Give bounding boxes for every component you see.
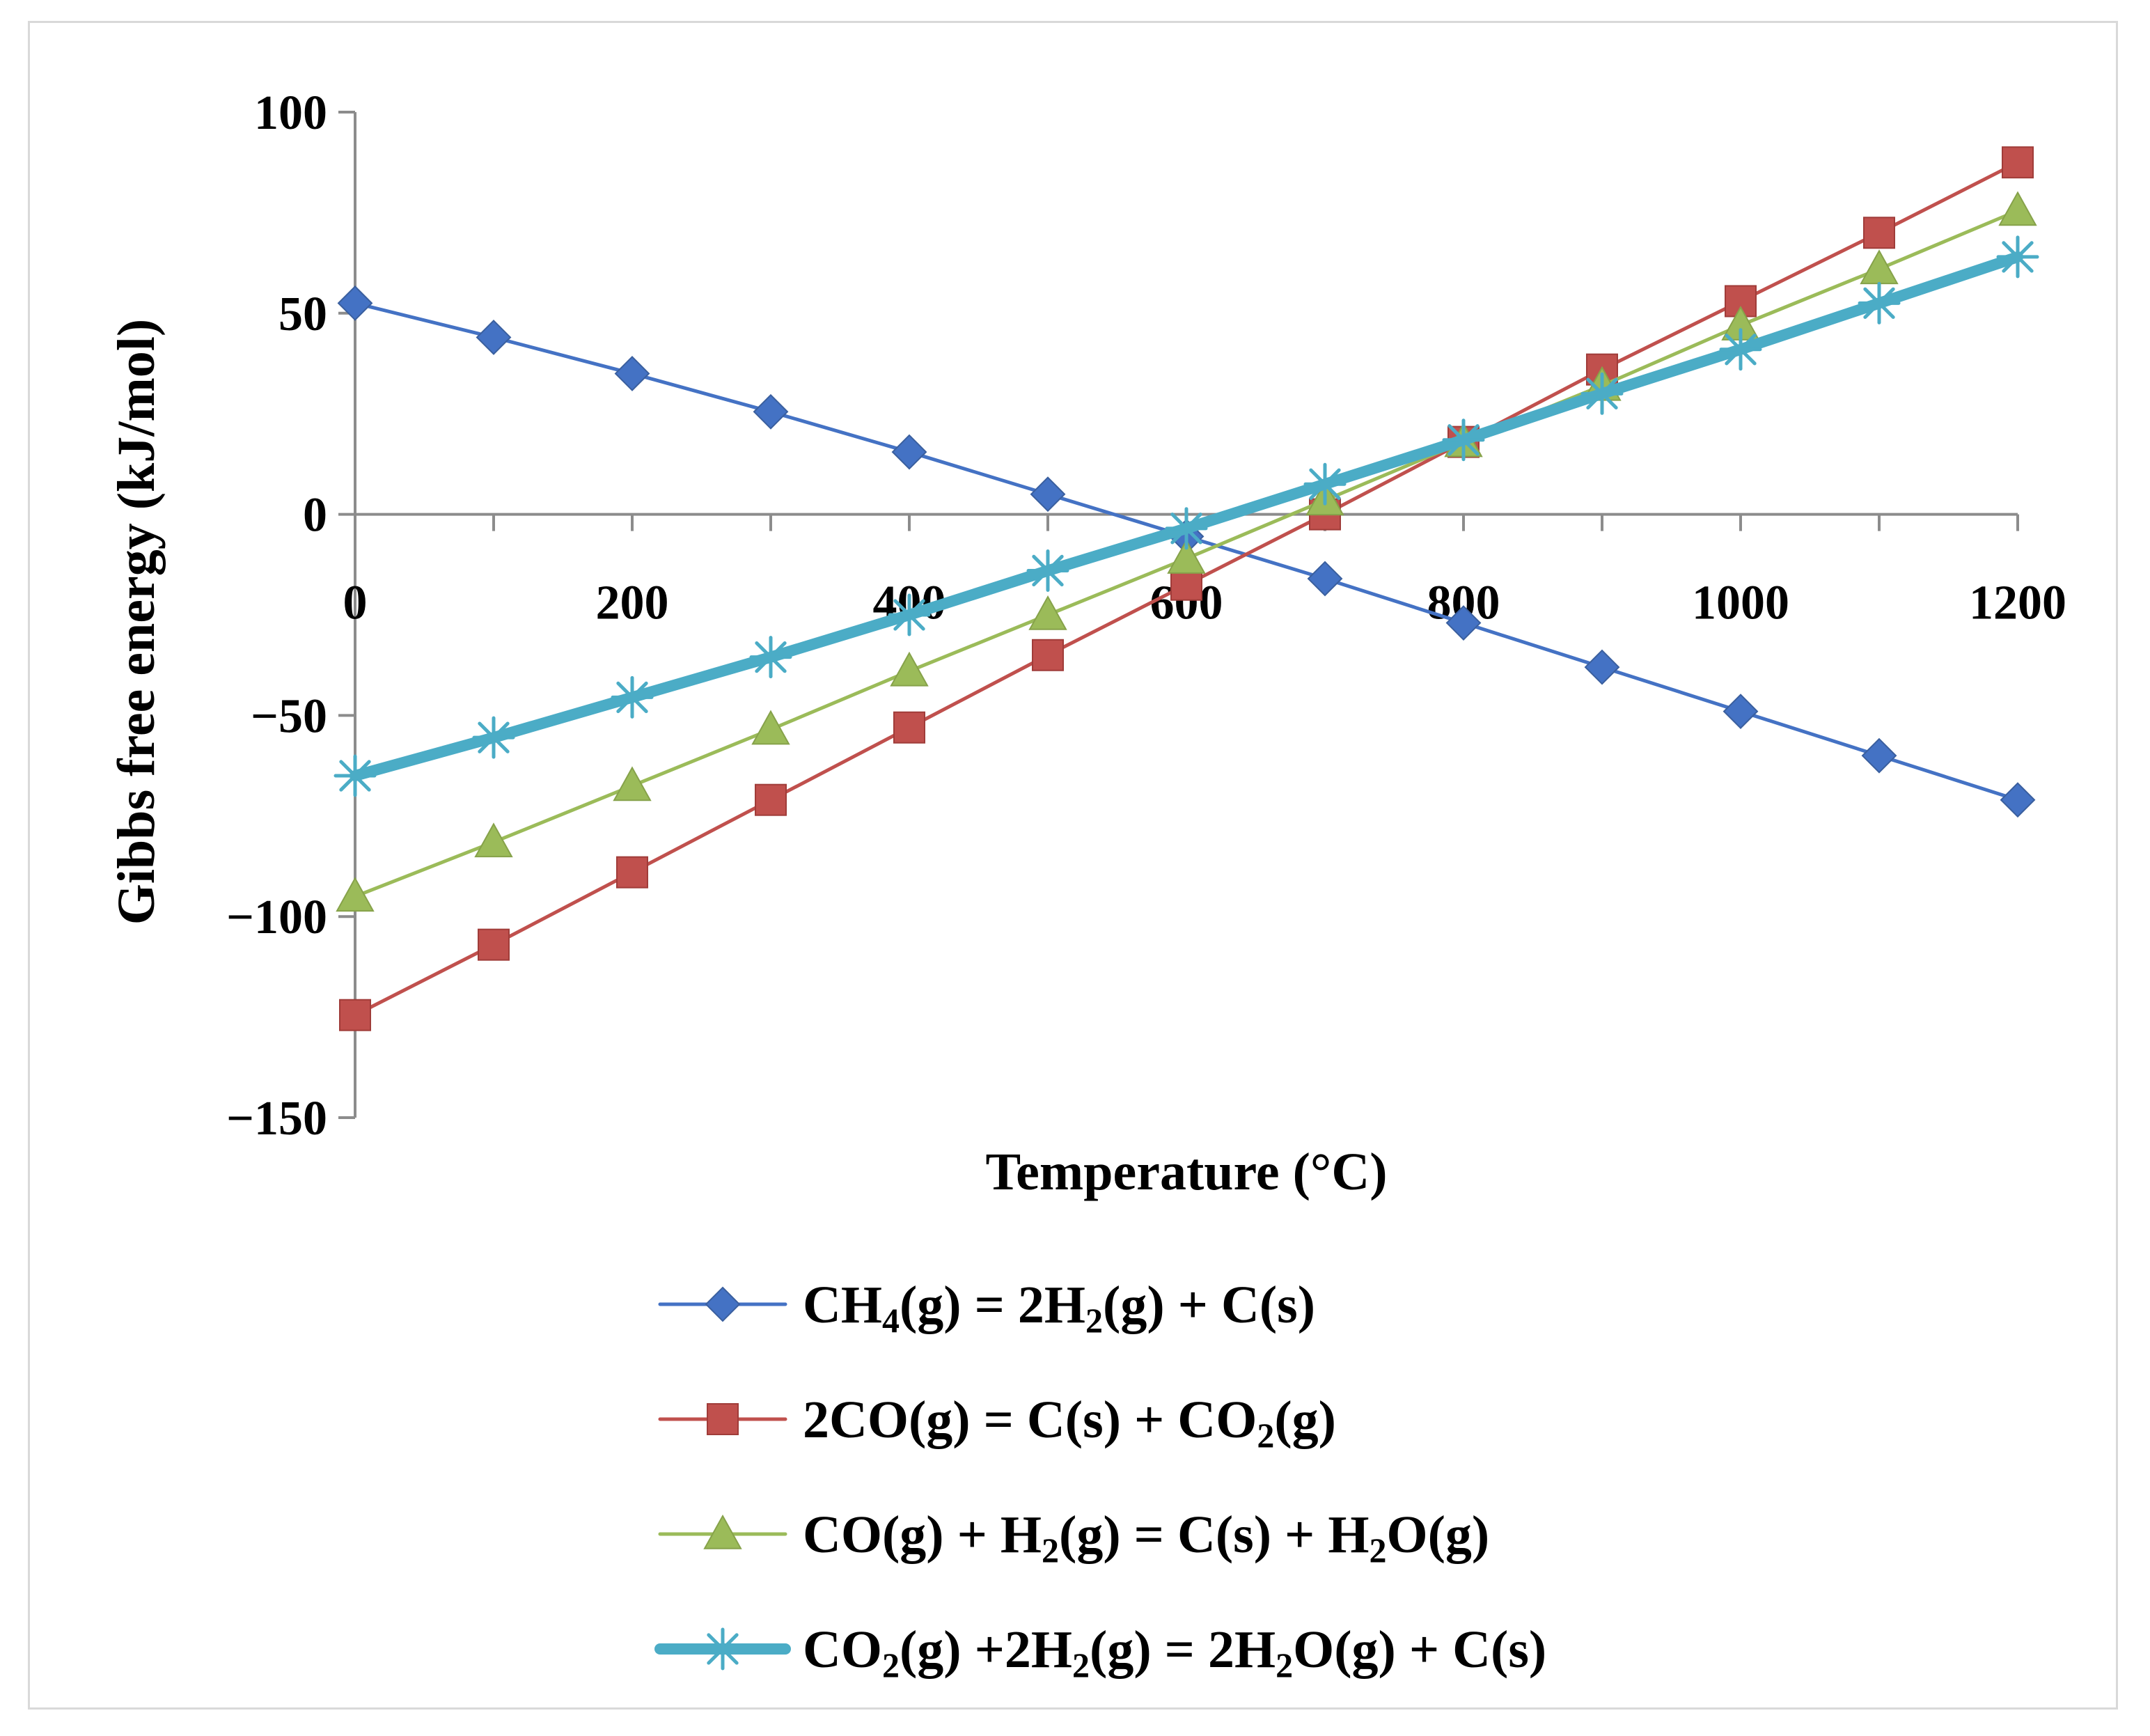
- legend-label: CO2(g) +2H2(g) = 2H2O(g) + C(s): [803, 1620, 1546, 1684]
- series-2-point: [616, 856, 648, 889]
- series-1-point: [476, 320, 512, 355]
- series-2-point: [339, 999, 371, 1031]
- legend-label: CO(g) + H2(g) = C(s) + H2O(g): [803, 1506, 1489, 1570]
- series-3-point: [1167, 539, 1206, 574]
- series-1-point: [614, 356, 650, 391]
- series-3-point: [1860, 249, 1899, 285]
- series-3-point: [890, 651, 929, 687]
- series-1-point: [1445, 605, 1482, 641]
- series-1-point: [337, 285, 373, 321]
- series-3-point: [1998, 191, 2037, 226]
- x-tick-label: 200: [596, 577, 669, 630]
- series-2-point: [478, 928, 510, 961]
- legend-item-1: CH4(g) = 2H2(g) + C(s): [658, 1276, 1315, 1340]
- series-3-point: [474, 822, 513, 858]
- legend-swatch-marker: [707, 1403, 739, 1435]
- series-3-point: [1028, 595, 1067, 630]
- series-4-point: [1719, 328, 1762, 371]
- series-2-point: [1170, 568, 1202, 601]
- y-tick-label: −50: [251, 689, 327, 743]
- series-1-point: [1030, 476, 1066, 513]
- legend-swatch-marker: [703, 1514, 742, 1549]
- series-1-point: [891, 434, 927, 470]
- chart-frame: 100 50 0 −50 −100 −150 0 200 400 600 800 1000 1200 Te…: [28, 21, 2118, 1710]
- series-2-point: [1032, 639, 1064, 671]
- series-3: [336, 191, 2037, 912]
- series-4: [334, 235, 2039, 797]
- series-1-point: [2000, 782, 2036, 818]
- y-tick-label: 100: [254, 86, 327, 140]
- y-tick-label: 0: [303, 489, 327, 542]
- legend-label: CH4(g) = 2H2(g) + C(s): [803, 1276, 1315, 1340]
- y-tick-label: −100: [226, 891, 327, 944]
- legend-item-4: CO2(g) +2H2(g) = 2H2O(g) + C(s): [654, 1620, 1546, 1684]
- x-tick-label: 1000: [1692, 577, 1789, 630]
- y-axis-title: Gibbs free energy (kJ/mol): [107, 319, 166, 925]
- series-4-point: [749, 636, 792, 679]
- series-1-point: [1723, 694, 1759, 730]
- series-2-point: [893, 711, 925, 744]
- legend-item-2: 2CO(g) = C(s) + CO2(g): [658, 1391, 1336, 1455]
- legend-item-3: CO(g) + H2(g) = C(s) + H2O(g): [658, 1506, 1489, 1570]
- x-tick-label: 1200: [1969, 577, 2066, 630]
- series-1-point: [753, 393, 789, 430]
- series-4-point: [611, 675, 654, 719]
- x-tick-label: 0: [343, 577, 368, 630]
- series-4-point: [334, 754, 377, 797]
- series-1-point: [1307, 561, 1343, 597]
- series-4-point: [1442, 419, 1485, 462]
- y-tick-label: −150: [226, 1092, 327, 1145]
- series-3-point: [613, 766, 652, 801]
- legend-label: 2CO(g) = C(s) + CO2(g): [803, 1391, 1336, 1455]
- series-1-point: [1861, 737, 1897, 774]
- series-4-point: [1303, 462, 1347, 506]
- series-3-point: [751, 710, 790, 745]
- series-2-point: [1863, 217, 1895, 249]
- series-2-point: [755, 783, 787, 816]
- series-2-point: [2002, 146, 2034, 179]
- legend-swatch-marker: [701, 1627, 744, 1671]
- x-axis-title: Temperature (°C): [985, 1143, 1387, 1201]
- series-4-point: [1996, 235, 2039, 279]
- series-4-point: [472, 716, 515, 759]
- series-1-point: [1584, 649, 1620, 685]
- y-tick-label: 50: [278, 288, 327, 341]
- legend-swatch-marker: [705, 1286, 741, 1322]
- series-4-point: [1165, 507, 1208, 550]
- series-3-point: [336, 877, 375, 912]
- series-4-point: [1026, 549, 1069, 592]
- series-4-point: [1580, 372, 1624, 415]
- series-4-point: [1858, 281, 1901, 324]
- series-4-point: [888, 593, 931, 636]
